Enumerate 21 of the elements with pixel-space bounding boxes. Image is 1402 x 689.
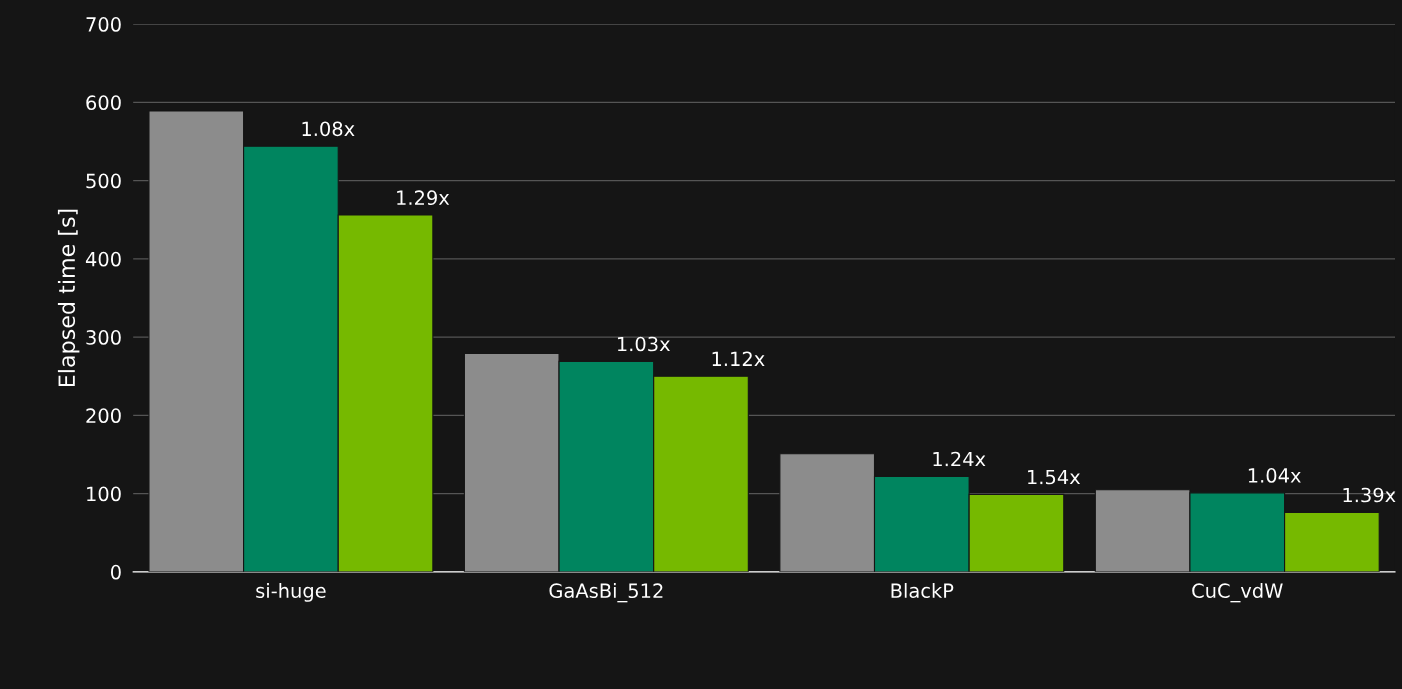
x-tick-label: si-huge: [256, 582, 326, 602]
annotation: 1.08x: [302, 121, 355, 137]
y-tick-label: 200: [86, 408, 121, 424]
y-tick-label: 600: [86, 95, 121, 111]
y-tick-label: 500: [86, 173, 121, 189]
x-tick-label: BlackP: [891, 582, 954, 599]
annotation: 1.12x: [712, 351, 765, 366]
annotation: 1.03x: [617, 336, 670, 352]
y-tick-label: 100: [87, 486, 121, 502]
annotation: 1.54x: [1028, 469, 1081, 485]
y-tick-label: 0: [110, 564, 121, 580]
x-tick-label: CuC_vdW: [1192, 582, 1283, 603]
y-tick-label: 700: [86, 17, 121, 32]
annotation: 1.39x: [1343, 487, 1396, 503]
y-tick-label: 400: [85, 251, 121, 267]
y-tick-label: 300: [86, 330, 121, 345]
x-tick-label: GaAsBi_512: [549, 582, 663, 603]
y-axis-title: Elapsed time [s]: [57, 209, 80, 387]
annotation: 1.29x: [397, 190, 450, 206]
annotation: 1.04x: [1248, 468, 1301, 483]
annotation: 1.24x: [933, 451, 986, 467]
